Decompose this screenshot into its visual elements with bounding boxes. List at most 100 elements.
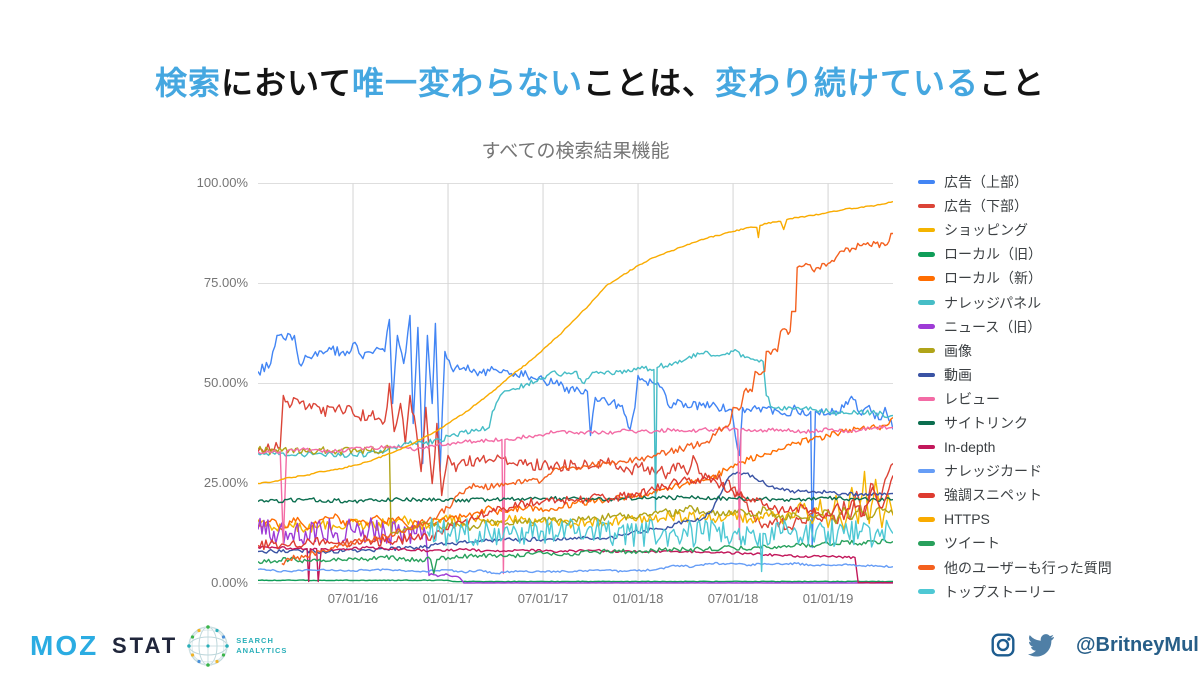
legend-item-knowledge_card: ナレッジカード [918, 459, 1112, 483]
legend-item-local_new: ローカル（新） [918, 266, 1112, 290]
legend-label: 広告（上部） [944, 174, 1028, 191]
series-https [257, 200, 894, 485]
legend-item-sitelinks: サイトリンク [918, 411, 1112, 435]
legend-label: レビュー [944, 390, 1000, 407]
chart-legend: 広告（上部） 広告（下部） ショッピング ローカル（旧） ローカル（新） ナレッジパネルニ… [918, 170, 1112, 604]
legend-swatch [918, 589, 935, 594]
series-tweets [257, 538, 894, 575]
title-segment: において [220, 65, 352, 101]
series-sitelinks [257, 495, 894, 504]
title-segment: ことは、 [583, 65, 716, 101]
legend-item-https: HTTPS [918, 507, 1112, 531]
legend-swatch [918, 493, 935, 498]
slide-title: 検索において唯一変わらないことは、変わり続けていること [0, 58, 1200, 104]
legend-swatch [918, 179, 935, 185]
legend-item-video: 動画 [918, 363, 1112, 387]
series-video [257, 471, 894, 555]
title-segment: こと [979, 65, 1046, 101]
legend-label: ローカル（新） [944, 270, 1042, 287]
series-local_new [257, 416, 894, 531]
social-bar: @BritneyMuller [990, 632, 1200, 658]
legend-item-featured_snippets: 強調スニペット [918, 483, 1112, 507]
series-in_depth [257, 545, 894, 584]
stat-logo: STAT SEARCH ANALYTICS [112, 624, 287, 668]
legend-label: サイトリンク [944, 414, 1028, 431]
legend-item-in_depth: In-depth [918, 435, 1112, 459]
y-tick-label: 75.00% [203, 275, 248, 290]
legend-item-top_stories: トップストーリー [918, 580, 1112, 604]
stat-tagline-line2: ANALYTICS [236, 646, 288, 655]
x-tick-label: 01/01/18 [612, 591, 664, 606]
legend-swatch [918, 324, 935, 329]
twitter-icon [1028, 634, 1054, 657]
legend-label: 動画 [944, 366, 972, 383]
legend-item-local_old: ローカル（旧） [918, 242, 1112, 266]
legend-item-shopping: ショッピング [918, 218, 1112, 242]
y-tick-label: 0.00% [211, 575, 248, 590]
y-tick-label: 100.00% [196, 175, 248, 190]
stat-globe-icon [187, 625, 229, 667]
series-ads_top [257, 314, 894, 549]
x-tick-label: 07/01/18 [707, 591, 759, 606]
series-knowledge_card [257, 561, 894, 575]
y-tick-label: 25.00% [203, 475, 248, 490]
x-tick-label: 01/01/19 [802, 591, 854, 606]
social-handle: @BritneyMuller [1076, 633, 1200, 656]
legend-swatch [918, 396, 935, 402]
legend-swatch [918, 300, 935, 305]
x-tick-label: 07/01/17 [517, 591, 569, 606]
legend-item-ads_top: 広告（上部） [918, 170, 1112, 194]
x-tick-label: 01/01/17 [422, 591, 474, 606]
title-segment-highlight: 唯一変わらない [352, 65, 584, 101]
legend-label: ニュース（旧） [944, 318, 1042, 335]
legend-label: 画像 [944, 342, 972, 359]
stat-wordmark: STAT [112, 633, 179, 658]
series-reviews [257, 424, 894, 575]
title-segment-highlight: 変わり続けている [715, 65, 980, 101]
series-images [257, 444, 894, 535]
stat-tagline-line1: SEARCH [236, 636, 274, 646]
series-people_also_ask [281, 232, 894, 566]
legend-label: 広告（下部） [944, 198, 1028, 215]
chart-canvas [257, 183, 894, 584]
series-news_old [257, 517, 894, 584]
legend-item-images: 画像 [918, 339, 1112, 363]
moz-logo: MOZ [30, 630, 99, 661]
legend-swatch [918, 565, 935, 570]
series-knowledge_panel [257, 348, 894, 513]
instagram-icon [991, 633, 1015, 657]
legend-label: ツイート [944, 535, 1000, 552]
legend-label: ナレッジパネル [944, 294, 1042, 311]
legend-label: HTTPS [944, 511, 990, 528]
legend-swatch [918, 444, 935, 450]
legend-swatch [918, 252, 935, 257]
series-local_old [258, 579, 893, 583]
legend-swatch [918, 372, 935, 378]
legend-item-tweets: ツイート [918, 531, 1112, 555]
legend-swatch [918, 468, 935, 474]
title-segment-highlight: 検索 [154, 65, 221, 101]
legend-label: ショッピング [944, 222, 1028, 239]
legend-swatch [918, 420, 935, 426]
legend-swatch [918, 276, 935, 281]
legend-item-ads_bottom: 広告（下部） [918, 194, 1112, 218]
legend-swatch [918, 203, 935, 209]
series-top_stories [426, 517, 894, 573]
legend-swatch [918, 517, 935, 522]
legend-label: ナレッジカード [944, 463, 1042, 480]
legend-item-news_old: ニュース（旧） [918, 315, 1112, 339]
legend-swatch [918, 541, 935, 546]
x-tick-label: 07/01/16 [327, 591, 379, 606]
legend-item-people_also_ask: 他のユーザーも行った質問 [918, 556, 1112, 580]
legend-label: ローカル（旧） [944, 246, 1042, 263]
stat-tagline: SEARCH ANALYTICS [236, 636, 287, 656]
legend-label: 他のユーザーも行った質問 [944, 559, 1112, 576]
legend-label: 強調スニペット [944, 487, 1042, 504]
legend-item-knowledge_panel: ナレッジパネル [918, 290, 1112, 314]
legend-label: In-depth [944, 439, 996, 456]
legend-swatch [918, 348, 935, 353]
legend-label: トップストーリー [944, 583, 1056, 600]
chart-title: すべての検索結果機能 [481, 141, 670, 162]
line-chart [257, 183, 894, 584]
